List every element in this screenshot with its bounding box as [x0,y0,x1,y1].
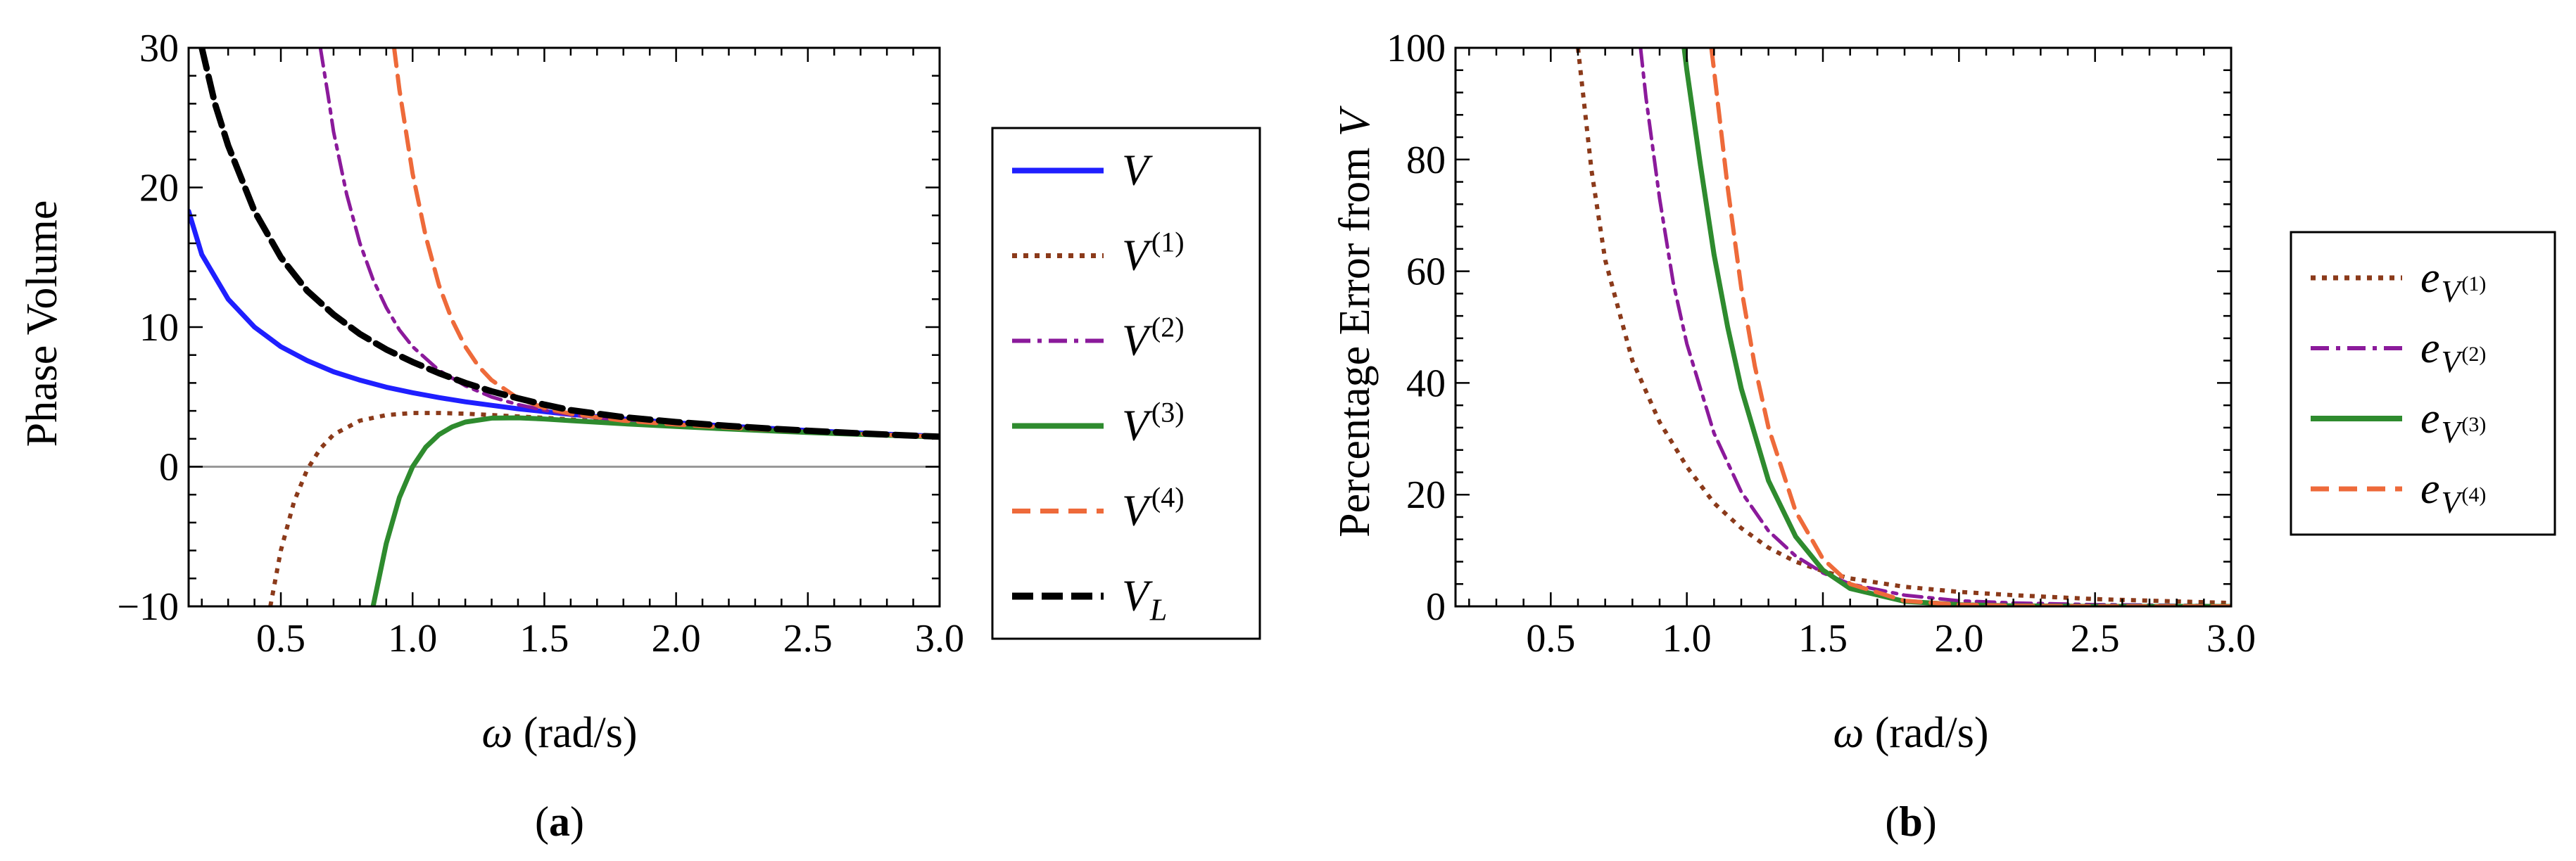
x-tick-label: 1.5 [1798,617,1848,661]
x-tick-label: 3.0 [915,617,964,661]
panel-b-tick-labels: 0.5 1.0 1.5 2.0 2.5 3.0 0 20 40 60 80 100 [1387,27,2256,661]
series-line-V2 [318,48,940,439]
panel-a-chart: 0.5 1.0 1.5 2.0 2.5 3.0 −10 0 10 20 30 Phase Volum… [18,27,1261,845]
series-line-V1 [268,411,940,606]
y-tick-label: 100 [1387,27,1446,70]
y-tick-label: 0 [159,446,179,490]
y-tick-label: 40 [1406,362,1446,405]
plot-frame [187,46,941,608]
panel-b-chart: 0.5 1.0 1.5 2.0 2.5 3.0 0 20 40 60 80 100 Percentag… [1331,27,2556,845]
x-tick-label: 2.5 [783,617,833,661]
y-tick-label: 80 [1406,139,1446,182]
series-line-V4 [392,48,940,439]
y-tick-label: 10 [139,306,179,350]
y-tick-label: 20 [139,167,179,210]
panel-a-tick-labels: 0.5 1.0 1.5 2.0 2.5 3.0 −10 0 10 20 30 [117,27,964,661]
x-tick-label: 1.0 [1662,617,1712,661]
legend-label-V2: V (2) [1122,312,1185,365]
legend-label-e4: eV(4) [2420,465,2486,520]
series-line-e3 [1681,48,2231,606]
x-tick-label: 2.5 [2071,617,2120,661]
legend-label-VL: VL [1122,573,1167,627]
y-tick-label: 20 [1406,473,1446,517]
panel-a-xlabel: ω (rad/s) [481,709,637,757]
legend-label-e2: eV(2) [2420,324,2486,379]
x-tick-label: 1.0 [388,617,437,661]
y-tick-label: 0 [1426,585,1446,629]
panel-a-plot-area [187,46,941,608]
panel-a-legend: V V (1) V (2) V (3) V (4) VL [991,127,1261,640]
panel-a-caption: (a) [535,798,584,845]
y-tick-label: −10 [117,585,179,629]
y-tick-label: 30 [139,27,179,70]
panel-b-ylabel: Percentage Error from V [1331,106,1379,537]
legend-box [991,127,1261,640]
panel-b-xlabel: ω (rad/s) [1833,709,1988,757]
plot-frame [1454,46,2233,608]
panel-b-plot-area [1454,46,2233,608]
x-tick-label: 0.5 [1526,617,1575,661]
panel-b-legend: eV(1) eV(2) eV(3) eV(4) [2290,231,2556,536]
legend-box [2290,231,2556,536]
legend-label-V1: V (1) [1122,227,1185,280]
x-tick-label: 2.0 [652,617,701,661]
panel-b-caption: (b) [1885,798,1936,845]
legend-label-e1: eV(1) [2420,254,2486,309]
x-tick-label: 1.5 [519,617,569,661]
series-line-VL [198,48,940,440]
y-tick-label: 60 [1406,250,1446,294]
legend-label-V: V [1122,147,1153,195]
series-line-V3 [370,415,940,606]
legend-label-e3: eV(3) [2420,395,2486,449]
series-line-V [189,208,940,439]
x-tick-label: 0.5 [256,617,305,661]
x-tick-label: 2.0 [1934,617,1983,661]
x-tick-label: 3.0 [2206,617,2256,661]
legend-label-V3: V (3) [1122,397,1185,450]
series-line-e1 [1576,48,2231,606]
panel-a-ylabel: Phase Volume [18,200,66,447]
legend-label-V4: V (4) [1122,482,1185,535]
